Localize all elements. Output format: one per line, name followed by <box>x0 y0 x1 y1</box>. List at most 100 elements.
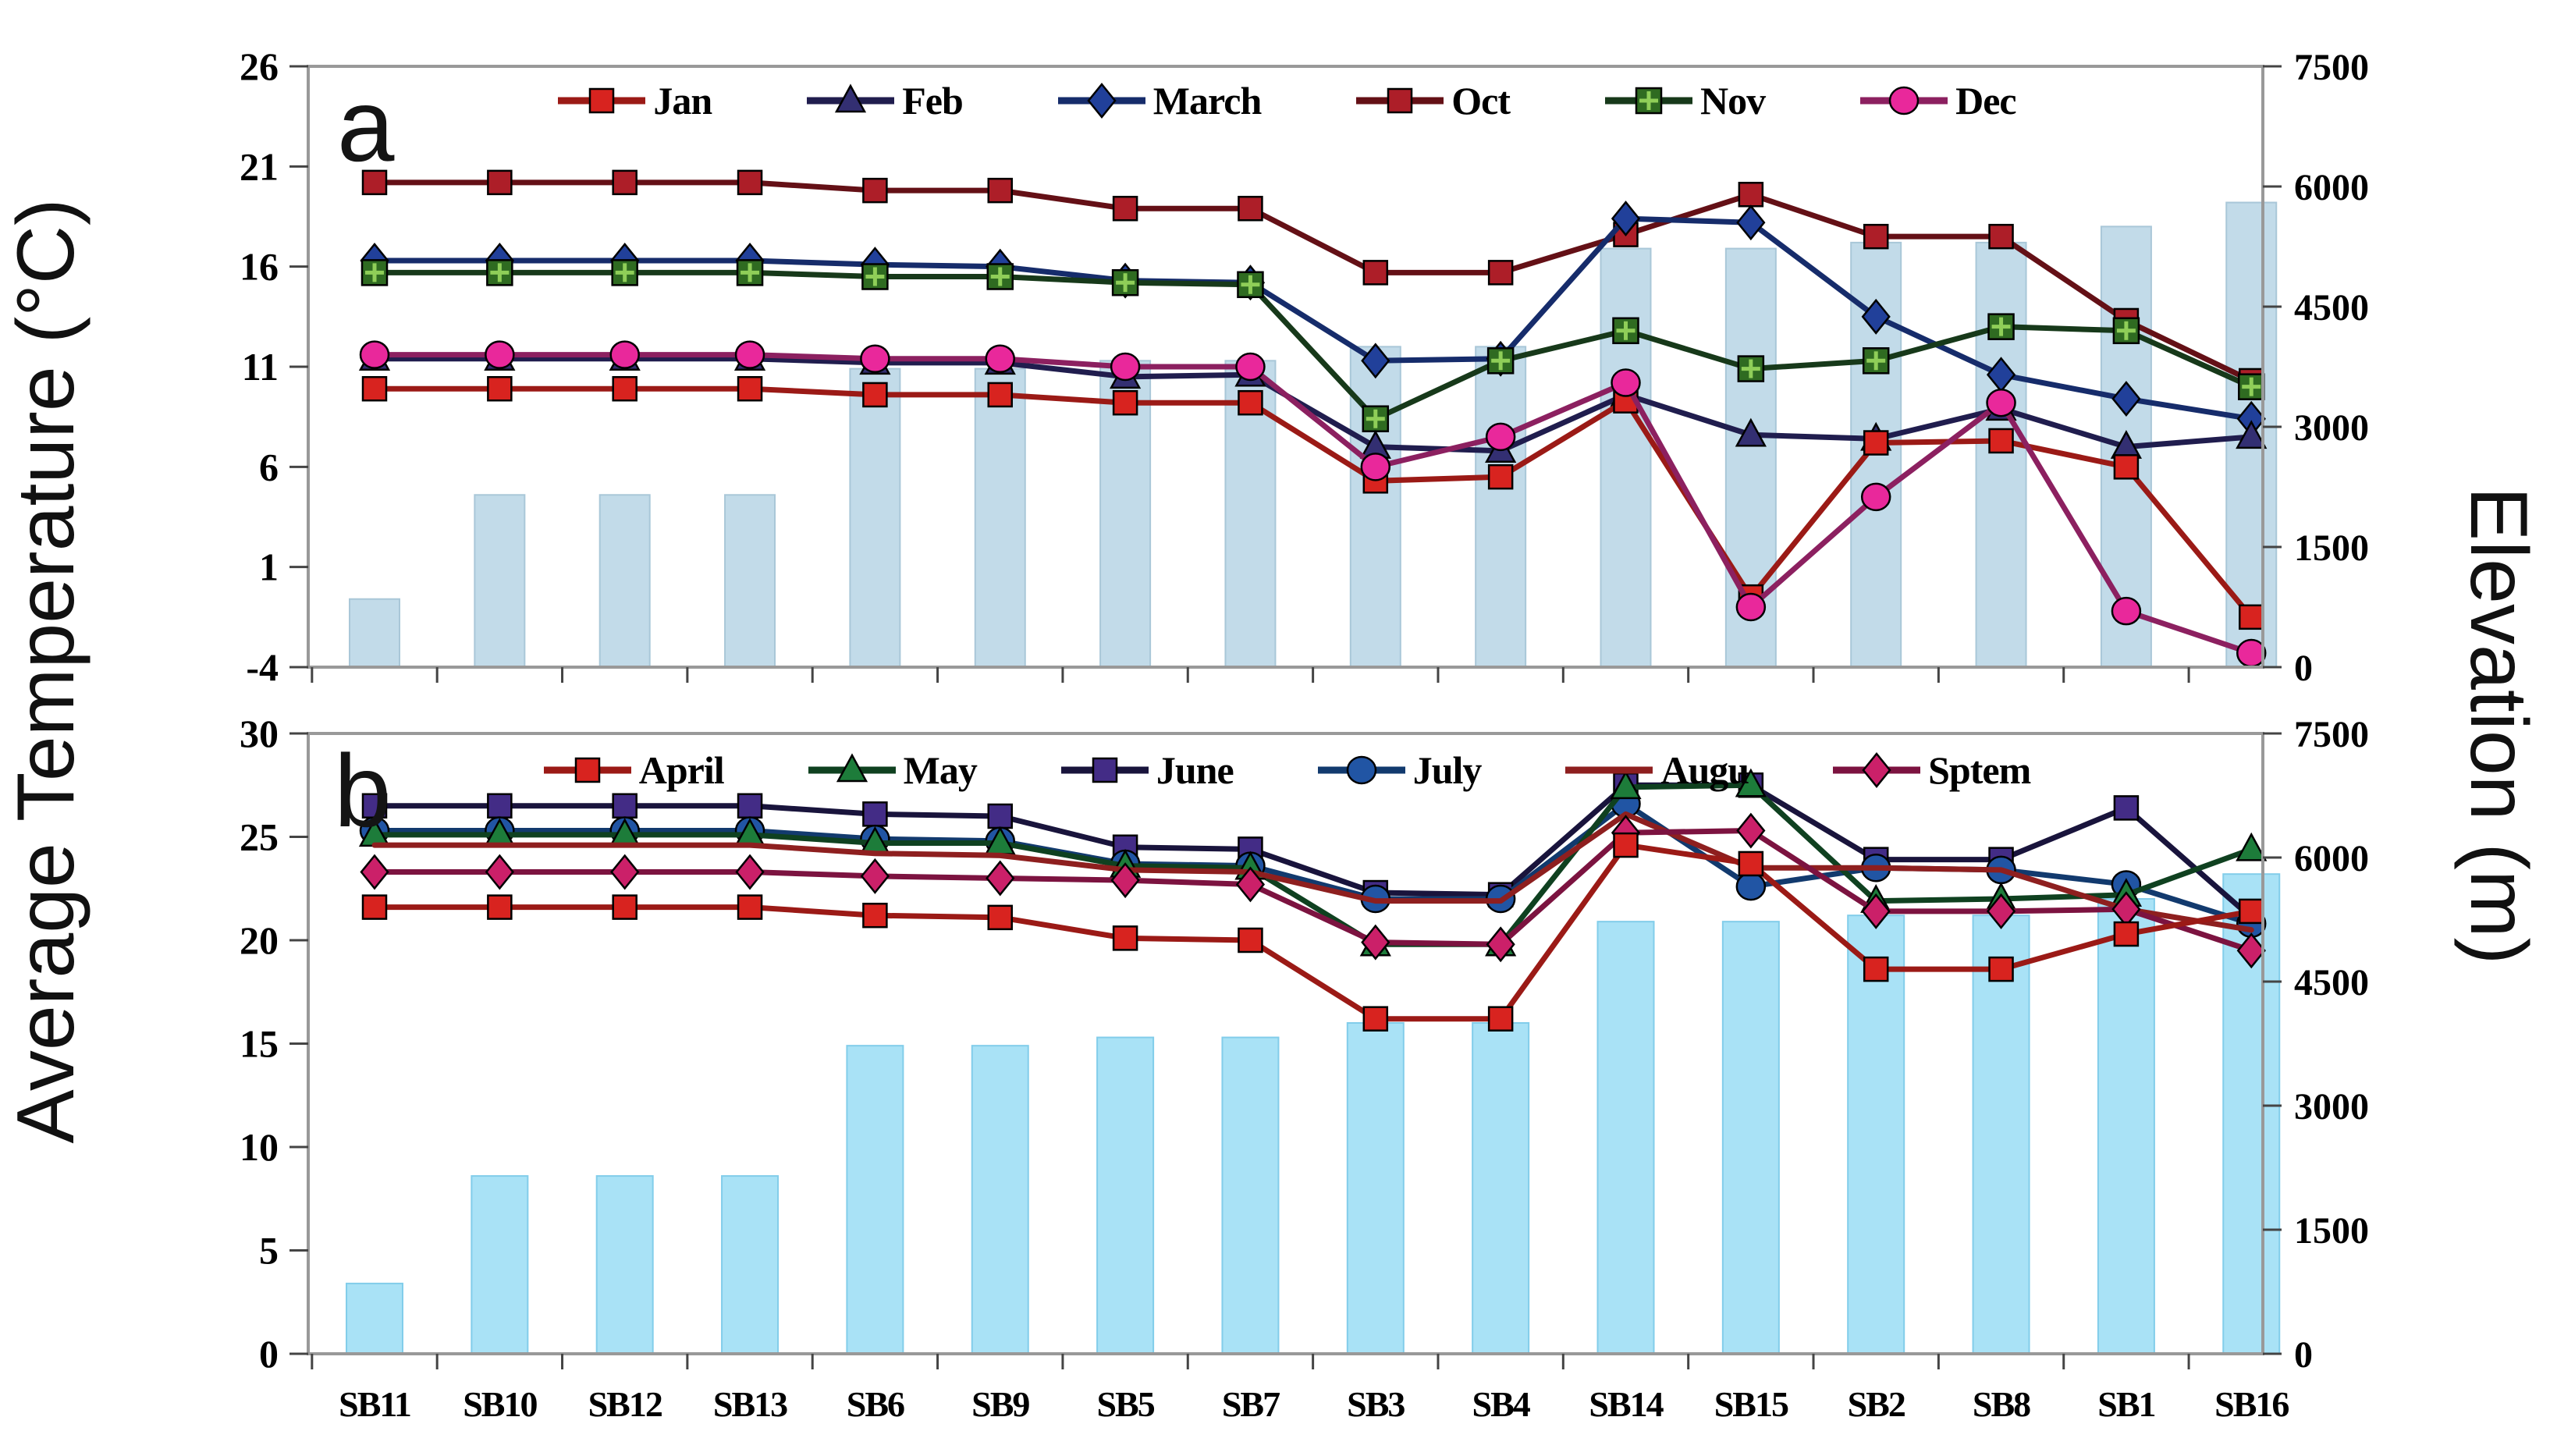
right-tick-label: 4500 <box>2294 962 2369 1003</box>
station-label: SB5 <box>1096 1384 1154 1424</box>
legend-marker-square-icon <box>543 757 631 783</box>
panel-b-label: b <box>334 733 392 848</box>
station-label: SB15 <box>1714 1384 1788 1424</box>
station-label: SB4 <box>1472 1384 1531 1424</box>
left-axis: 26 21 16 11 6 1 -4 <box>240 44 308 689</box>
legend-marker-square-cross-icon <box>1604 87 1692 115</box>
station-label: SB16 <box>2214 1384 2289 1424</box>
legend-label: July <box>1412 748 1483 792</box>
right-tick-label: 0 <box>2294 648 2313 689</box>
elevation-bar <box>1096 1036 1155 1355</box>
left-tick-label: 15 <box>240 1022 279 1066</box>
elevation-bar <box>724 494 776 668</box>
station-label: SB3 <box>1347 1384 1405 1424</box>
legend-item-march: March <box>1055 78 1262 123</box>
elevation-bar <box>721 1175 780 1355</box>
right-tick-label: 1500 <box>2294 1210 2369 1252</box>
station-label: SB2 <box>1848 1384 1905 1424</box>
left-axis: 30 25 20 15 10 5 0 <box>240 712 308 1376</box>
legend-item-oct: Oct <box>1353 78 1511 123</box>
left-tick-label: 11 <box>242 345 279 389</box>
right-tick-label: 6000 <box>2294 838 2369 879</box>
legend-label: March <box>1152 79 1262 123</box>
left-tick-label: 20 <box>240 918 279 962</box>
legend-label: Sptem <box>1928 748 2031 792</box>
legend-label: June <box>1156 748 1234 792</box>
legend-label: Oct <box>1451 79 1511 123</box>
elevation-bars <box>346 873 2281 1355</box>
right-tick-label: 3000 <box>2294 1086 2369 1128</box>
elevation-bars <box>349 201 2278 669</box>
legend-marker-circle-icon <box>1860 86 1948 115</box>
elevation-bar <box>971 1045 1029 1355</box>
legend-marker-square-icon <box>558 87 646 114</box>
legend-marker-triangle-icon <box>808 753 896 783</box>
elevation-bar <box>346 1282 403 1355</box>
elevation-bar <box>598 494 651 668</box>
series-Nov <box>360 259 2265 432</box>
legend-marker-diamond-icon <box>1057 83 1145 119</box>
legend-item-june: June <box>1058 748 1234 793</box>
left-tick-label: 26 <box>240 44 279 88</box>
elevation-bar <box>974 368 1026 668</box>
left-tick-label: 25 <box>240 815 279 859</box>
legend-label: Jan <box>653 79 712 123</box>
legend-item-nov: Nov <box>1602 78 1766 123</box>
elevation-bar <box>471 1175 529 1355</box>
legend-marker-square-icon <box>1060 757 1149 783</box>
elevation-bar <box>1349 346 1401 668</box>
legend-label: May <box>903 748 978 792</box>
station-label: SB14 <box>1589 1384 1664 1424</box>
legend-label: Feb <box>902 79 964 123</box>
station-label: SB7 <box>1222 1384 1280 1424</box>
series-April <box>361 832 2264 1032</box>
elevation-bar <box>1975 241 2027 669</box>
right-tick-label: 4500 <box>2294 287 2369 328</box>
station-label: SB6 <box>847 1384 904 1424</box>
elevation-bar <box>1596 921 1655 1355</box>
panel-a: 26 21 16 11 6 1 -4 7500 6000 4500 3000 1500 0 <box>240 44 2369 689</box>
legend-item-dec: Dec <box>1857 78 2017 123</box>
legend-marker-circle-icon <box>1317 755 1405 785</box>
elevation-bar <box>1475 346 1527 668</box>
elevation-bar <box>2097 898 2155 1355</box>
legend-label: Augu <box>1660 748 1749 792</box>
legend-label: April <box>638 748 725 792</box>
left-tick-label: 5 <box>259 1229 279 1273</box>
left-tick-label: -4 <box>246 645 279 689</box>
legend-marker-diamond-icon <box>1833 752 1921 788</box>
elevation-bar <box>1721 921 1780 1355</box>
legend-item-may: May <box>805 748 978 793</box>
elevation-bar <box>1472 1022 1530 1355</box>
elevation-bar <box>349 598 400 669</box>
right-axis: 7500 6000 4500 3000 1500 0 <box>2263 714 2369 1376</box>
elevation-bar <box>1972 914 2030 1355</box>
legend-marker-triangle-icon <box>807 83 895 113</box>
elevation-bar <box>1600 247 1652 669</box>
elevation-bar <box>849 368 901 668</box>
series-Sptem <box>360 812 2266 969</box>
right-tick-label: 7500 <box>2294 714 2369 755</box>
elevation-bar <box>474 494 526 668</box>
station-label: SB13 <box>713 1384 787 1424</box>
legend-marker-none-icon <box>1565 766 1653 774</box>
legend-label: Dec <box>1955 79 2016 123</box>
station-label: SB11 <box>339 1384 410 1424</box>
right-tick-label: 7500 <box>2294 47 2369 88</box>
x-axis-labels: SB11 SB10 SB12 SB13 SB6 SB9 SB5 SB7 SB3 SB4 SB14 SB… <box>339 1384 2290 1424</box>
legend-item-feb: Feb <box>804 78 964 123</box>
station-label: SB9 <box>971 1384 1029 1424</box>
legend-item-april: April <box>541 748 725 793</box>
station-label: SB1 <box>2097 1384 2154 1424</box>
elevation-bar <box>1221 1036 1280 1355</box>
legend-item-sptem: Sptem <box>1830 748 2031 793</box>
elevation-bar <box>1346 1022 1405 1355</box>
station-label: SB8 <box>1973 1384 2030 1424</box>
legend-item-july: July <box>1315 748 1482 793</box>
left-tick-label: 21 <box>240 144 279 188</box>
legend-item-augu: Augu <box>1562 748 1749 793</box>
station-label: SB12 <box>588 1384 662 1424</box>
left-tick-label: 1 <box>259 545 279 589</box>
